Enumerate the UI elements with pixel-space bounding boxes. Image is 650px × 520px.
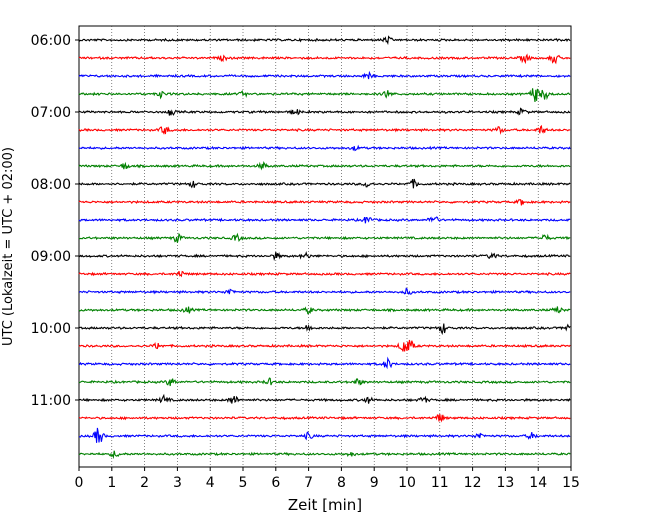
trace-0800	[78, 178, 571, 189]
y-tick-label: 10:00	[31, 321, 71, 337]
trace-0915	[78, 270, 571, 278]
trace-1015	[78, 339, 571, 352]
x-tick-label: 5	[239, 475, 248, 491]
trace-0600	[78, 35, 571, 46]
x-tick-label: 8	[337, 475, 346, 491]
y-tick-label: 11:00	[31, 393, 71, 409]
x-tick-label: 12	[464, 475, 482, 491]
trace-0730	[78, 144, 571, 152]
trace-1045	[78, 377, 571, 387]
x-tick-label: 14	[529, 475, 547, 491]
plot-frame	[78, 25, 572, 468]
trace-0845	[78, 232, 571, 243]
y-tick-label: 08:00	[31, 177, 71, 193]
trace-0815	[78, 198, 571, 206]
trace-1000	[78, 323, 571, 336]
x-tick-label: 9	[370, 475, 379, 491]
trace-1100	[78, 393, 571, 404]
trace-0900	[78, 250, 571, 262]
x-tick-label: 7	[304, 475, 313, 491]
x-tick-label: 11	[431, 475, 449, 491]
trace-0645	[78, 88, 571, 103]
x-tick-label: 15	[562, 475, 580, 491]
x-tick-label: 1	[107, 475, 116, 491]
trace-0630	[78, 70, 571, 80]
y-tick-label: 06:00	[31, 33, 71, 49]
y-tick-label: 07:00	[31, 105, 71, 121]
x-tick-label: 2	[140, 475, 149, 491]
trace-0930	[78, 287, 571, 295]
trace-0830	[78, 216, 571, 224]
y-axis-ticks: 06:00 07:00 08:00 09:00 10:00 11:00	[31, 33, 79, 409]
x-tick-label: 3	[173, 475, 182, 491]
x-tick-label: 13	[496, 475, 514, 491]
trace-series	[78, 35, 571, 460]
trace-1130	[78, 427, 571, 443]
y-axis-label: UTC (Lokalzeit = UTC + 02:00)	[1, 147, 16, 346]
trace-0715	[78, 124, 571, 135]
trace-0615	[78, 53, 571, 65]
y-tick-label: 09:00	[31, 249, 71, 265]
x-axis-ticks: 0 1 2 3 4 5 6 7 8 9 10 11 12 13 14 15	[75, 467, 580, 491]
trace-0745	[78, 161, 571, 171]
x-tick-label: 10	[398, 475, 416, 491]
trace-1115	[78, 414, 571, 423]
trace-0700	[78, 107, 571, 116]
trace-1030	[78, 356, 571, 370]
trace-1145	[78, 450, 571, 460]
trace-0945	[78, 306, 571, 315]
x-axis-label: Zeit [min]	[288, 496, 362, 514]
x-tick-label: 0	[75, 475, 84, 491]
x-tick-label: 4	[206, 475, 215, 491]
x-tick-label: 6	[271, 475, 280, 491]
